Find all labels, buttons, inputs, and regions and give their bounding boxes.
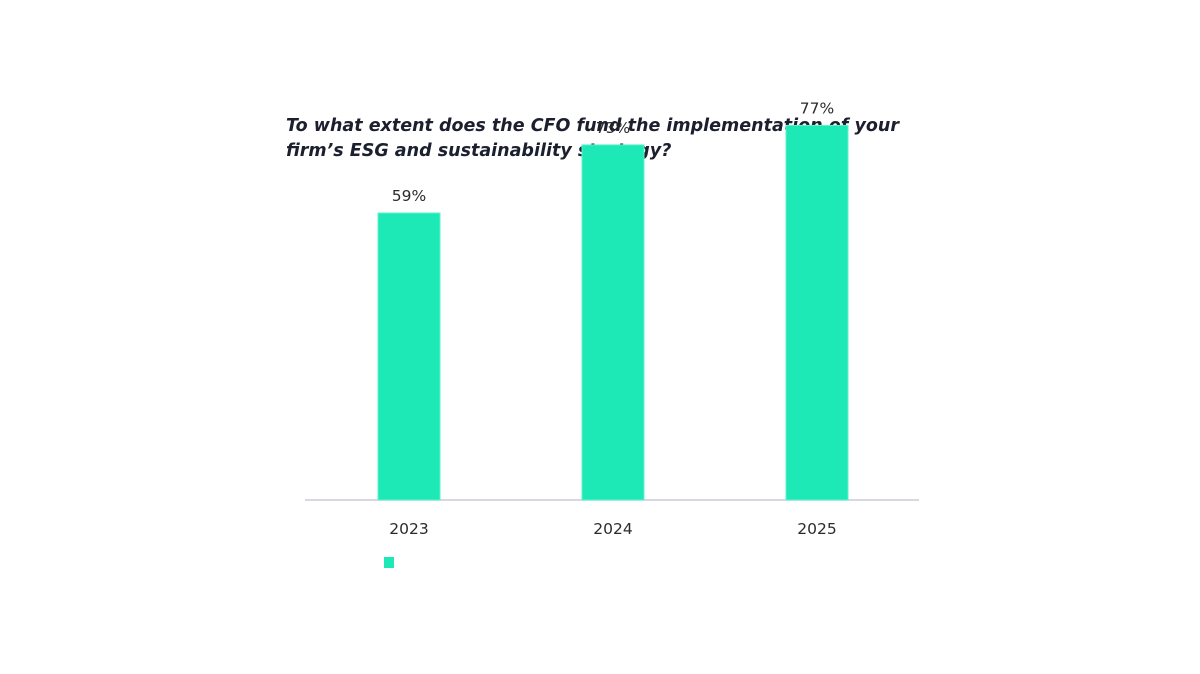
legend-swatch xyxy=(384,557,394,568)
value-label-2025: 77% xyxy=(800,99,834,117)
chart-title: To what extent does the CFO fund the imp… xyxy=(286,116,899,161)
x-tick-label-2025: 2025 xyxy=(797,520,836,538)
x-tick-label-2023: 2023 xyxy=(389,520,428,538)
bar-2023 xyxy=(377,212,441,501)
tick-labels-group: 2023 2024 2025 xyxy=(389,520,836,538)
bar-2024 xyxy=(581,144,645,501)
value-label-2023: 59% xyxy=(392,187,426,205)
x-tick-label-2024: 2024 xyxy=(593,520,632,538)
bar-2025 xyxy=(785,124,849,501)
value-labels-group: 59% 73% 77% xyxy=(392,99,834,205)
bars-group xyxy=(377,124,849,501)
value-label-2024: 73% xyxy=(596,119,630,137)
